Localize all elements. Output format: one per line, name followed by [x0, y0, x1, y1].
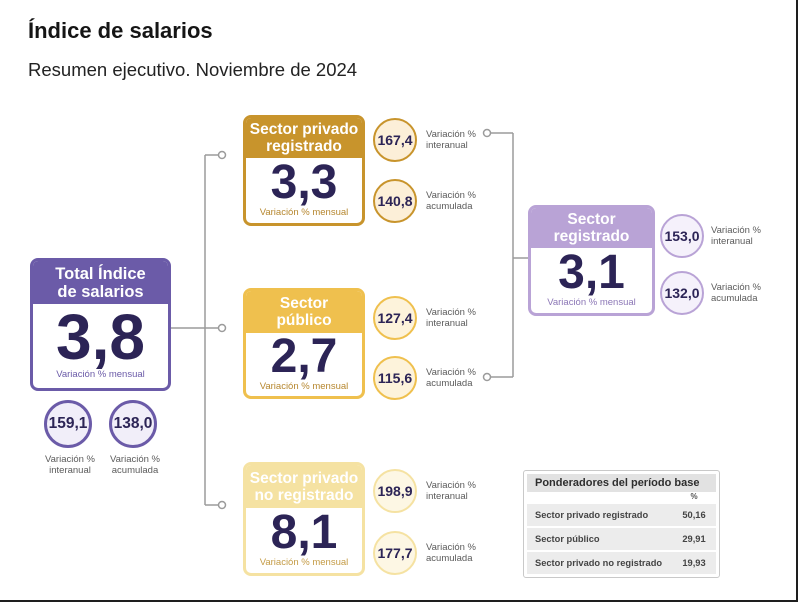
- total-monthly-caption: Variación % mensual: [56, 369, 145, 380]
- total-monthly-value: 3,8: [56, 300, 145, 373]
- page-subtitle: Resumen ejecutivo. Noviembre de 2024: [28, 59, 358, 80]
- sector-registrado-caption: Variación % mensual: [547, 297, 636, 308]
- connector-node: [482, 128, 492, 138]
- sector-publico-interanual-circle: 127,4: [373, 296, 417, 340]
- sector-privado-no-registrado-caption: Variación % mensual: [259, 557, 349, 568]
- sector-registrado-box: Sector registrado 3,1 Variación % mensua…: [528, 205, 655, 316]
- sector-privado-no-registrado-value: 8,1: [270, 505, 338, 559]
- total-interanual-circle: 159,1: [44, 400, 92, 448]
- connector-node: [217, 323, 227, 333]
- total-acumulada-circle: 138,0: [109, 400, 157, 448]
- sector-privado-registrado-title: Sector privado registrado: [246, 118, 362, 158]
- sector-privado-no-registrado-interanual-circle: 198,9: [373, 469, 417, 513]
- connector-node: [217, 150, 227, 160]
- sector-publico-box: Sector público 2,7 Variación % mensual: [243, 288, 365, 399]
- sector-privado-registrado-acumulada-label: Variación % acumulada: [426, 190, 476, 212]
- total-box-title: Total Índice de salarios: [33, 261, 168, 304]
- table-row-value: 50,16: [682, 510, 706, 520]
- sector-registrado-title: Sector registrado: [531, 208, 652, 248]
- sector-privado-no-registrado-interanual-label: Variación % interanual: [426, 480, 476, 502]
- ponderadores-title: Ponderadores del período base: [527, 474, 716, 492]
- total-interanual-label: Variación % interanual: [45, 454, 95, 476]
- sector-privado-registrado-interanual-circle: 167,4: [373, 118, 417, 162]
- table-row-value: 29,91: [682, 534, 706, 544]
- sector-registrado-acumulada-label: Variación % acumulada: [711, 282, 761, 304]
- total-acumulada-label: Variación % acumulada: [110, 454, 160, 476]
- total-box: Total Índice de salarios 3,8 Variación %…: [30, 258, 171, 391]
- table-row: Sector privado registrado 50,16: [527, 504, 716, 526]
- connector-node: [482, 372, 492, 382]
- sector-privado-registrado-box: Sector privado registrado 3,3 Variación …: [243, 115, 365, 226]
- table-row: Sector público 29,91: [527, 528, 716, 550]
- sector-publico-caption: Variación % mensual: [259, 381, 349, 392]
- sector-privado-no-registrado-title: Sector privado no registrado: [246, 465, 362, 508]
- sector-privado-no-registrado-acumulada-circle: 177,7: [373, 531, 417, 575]
- page-title: Índice de salarios: [28, 18, 213, 43]
- sector-registrado-interanual-circle: 153,0: [660, 214, 704, 258]
- sector-privado-registrado-value: 3,3: [270, 155, 338, 209]
- table-row-value: 19,93: [682, 558, 706, 568]
- sector-privado-no-registrado-box: Sector privado no registrado 8,1 Variaci…: [243, 462, 365, 576]
- sector-privado-registrado-acumulada-circle: 140,8: [373, 179, 417, 223]
- table-row-label: Sector público: [535, 534, 600, 544]
- sector-privado-no-registrado-acumulada-label: Variación % acumulada: [426, 542, 476, 564]
- sector-publico-acumulada-circle: 115,6: [373, 356, 417, 400]
- sector-publico-title: Sector público: [246, 291, 362, 333]
- ponderadores-table: Ponderadores del período base % Sector p…: [523, 470, 720, 578]
- ponderadores-column-header: %: [690, 492, 698, 501]
- sector-registrado-value: 3,1: [558, 245, 625, 299]
- connector-node: [217, 500, 227, 510]
- sector-privado-registrado-interanual-label: Variación % interanual: [426, 129, 476, 151]
- sector-publico-value: 2,7: [270, 330, 338, 383]
- sector-publico-interanual-label: Variación % interanual: [426, 307, 476, 329]
- sector-registrado-interanual-label: Variación % interanual: [711, 225, 761, 247]
- table-row-label: Sector privado registrado: [535, 510, 649, 520]
- sector-registrado-acumulada-circle: 132,0: [660, 271, 704, 315]
- sector-privado-registrado-caption: Variación % mensual: [259, 207, 349, 218]
- sector-publico-acumulada-label: Variación % acumulada: [426, 367, 476, 389]
- table-row: Sector privado no registrado 19,93: [527, 552, 716, 574]
- table-row-label: Sector privado no registrado: [535, 558, 663, 568]
